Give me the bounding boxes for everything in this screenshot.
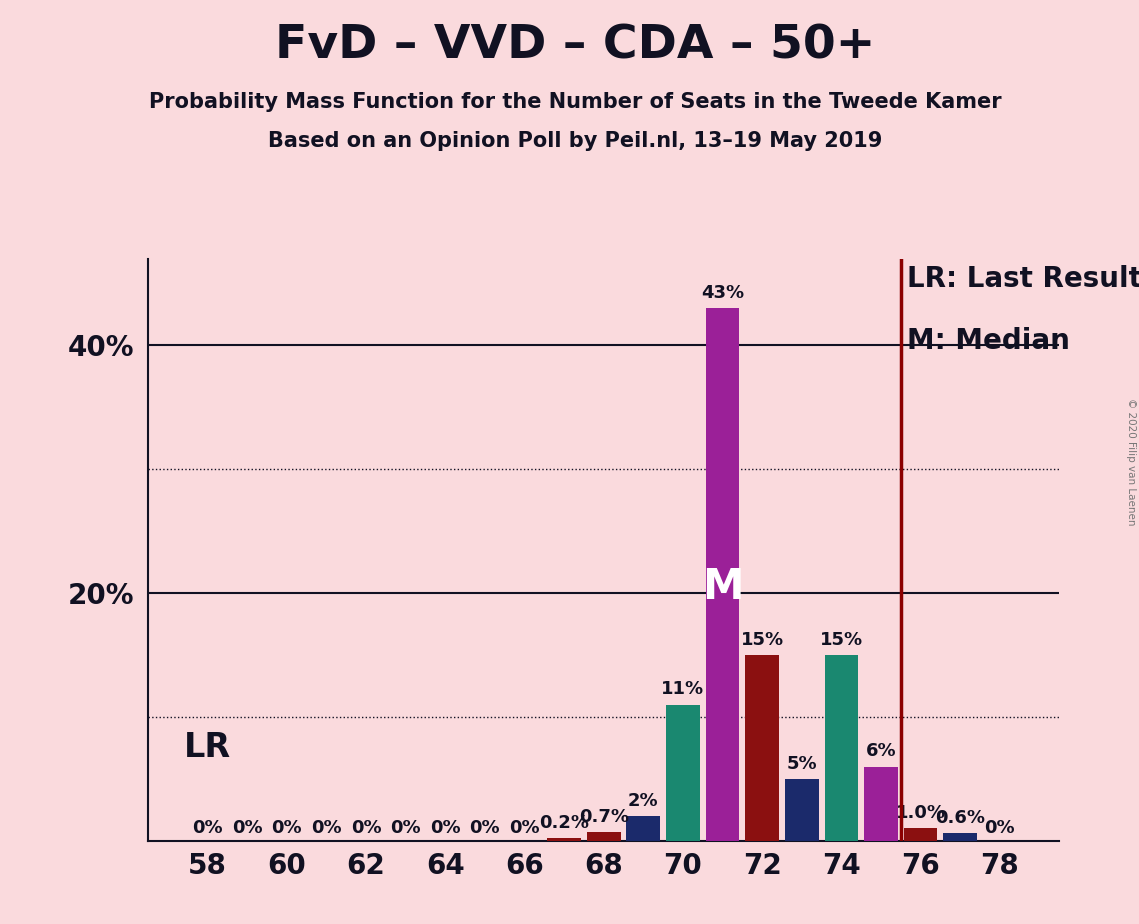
Text: M: M (702, 565, 744, 608)
Bar (666, 705, 699, 841)
Text: 43%: 43% (700, 284, 744, 302)
Text: 0.7%: 0.7% (579, 808, 629, 826)
Text: 6%: 6% (866, 742, 896, 760)
Text: 0%: 0% (351, 819, 382, 837)
Text: 0%: 0% (509, 819, 540, 837)
Bar (626, 816, 661, 841)
Bar (865, 767, 898, 841)
Bar (587, 833, 621, 841)
Text: LR: Last Result: LR: Last Result (907, 265, 1139, 293)
Text: 0%: 0% (311, 819, 342, 837)
Text: 2%: 2% (628, 792, 658, 809)
Text: 0%: 0% (469, 819, 500, 837)
Text: 0%: 0% (232, 819, 262, 837)
Text: 0%: 0% (984, 819, 1015, 837)
Text: 1.0%: 1.0% (895, 804, 945, 822)
Text: LR: LR (183, 732, 231, 764)
Text: Based on an Opinion Poll by Peil.nl, 13–19 May 2019: Based on an Opinion Poll by Peil.nl, 13–… (268, 131, 883, 152)
Text: 5%: 5% (786, 755, 817, 772)
Text: 0%: 0% (429, 819, 460, 837)
Text: M: Median: M: Median (907, 327, 1070, 355)
Bar (825, 655, 858, 841)
Bar (903, 829, 937, 841)
Text: 0.6%: 0.6% (935, 809, 985, 827)
Bar (706, 309, 739, 841)
Text: 0%: 0% (192, 819, 223, 837)
Text: 0%: 0% (391, 819, 421, 837)
Bar (547, 838, 581, 841)
Text: 15%: 15% (740, 631, 784, 649)
Text: © 2020 Filip van Laenen: © 2020 Filip van Laenen (1126, 398, 1136, 526)
Bar (943, 833, 977, 841)
Text: FvD – VVD – CDA – 50+: FvD – VVD – CDA – 50+ (274, 23, 876, 68)
Bar (785, 779, 819, 841)
Text: 11%: 11% (662, 680, 704, 699)
Bar (745, 655, 779, 841)
Text: Probability Mass Function for the Number of Seats in the Tweede Kamer: Probability Mass Function for the Number… (149, 92, 1001, 113)
Text: 0%: 0% (271, 819, 302, 837)
Text: 15%: 15% (820, 631, 863, 649)
Text: 0.2%: 0.2% (539, 814, 589, 833)
